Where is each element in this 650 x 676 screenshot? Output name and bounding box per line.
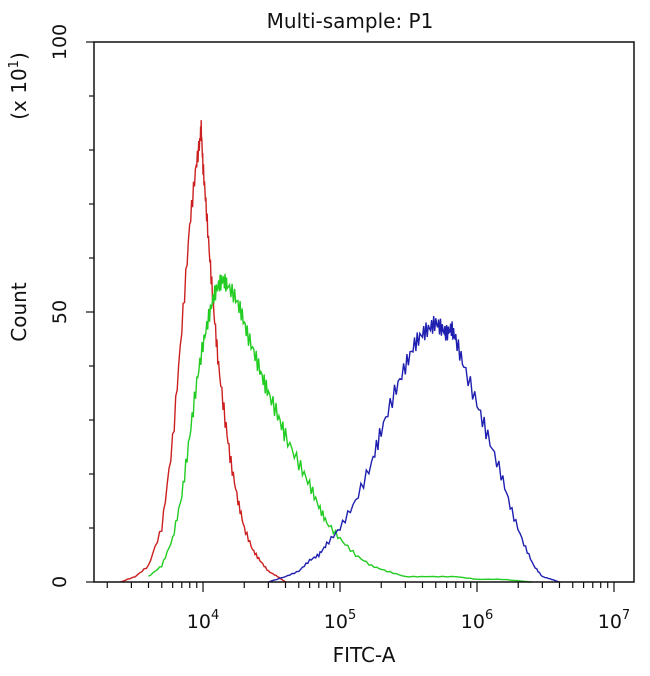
y-axis: 0 50 100 <box>49 24 94 588</box>
x-tick-base: 10 <box>187 611 211 633</box>
y-tick-label: 0 <box>49 576 71 588</box>
x-tick-base: 10 <box>598 611 622 633</box>
y-axis-multiplier: (x 101) <box>7 52 31 120</box>
x-tick-label: 107 <box>598 608 630 633</box>
series-line-1 <box>120 120 286 583</box>
plot-frame <box>93 41 635 583</box>
y-axis-multiplier-exponent: 1 <box>7 60 22 68</box>
x-tick-base: 10 <box>324 611 348 633</box>
y-axis-label-group: Count (x 101) <box>7 52 31 341</box>
x-tick-label: 106 <box>461 608 493 633</box>
x-tick-label: 104 <box>187 608 219 633</box>
series-line-2 <box>148 273 532 583</box>
chart-title: Multi-sample: P1 <box>267 9 434 33</box>
x-axis: 104 105 106 107 <box>106 582 630 633</box>
series-line-3 <box>268 315 560 583</box>
y-tick-label: 100 <box>49 24 71 60</box>
y-axis-multiplier-suffix: ) <box>7 52 31 60</box>
x-tick-base: 10 <box>461 611 485 633</box>
y-axis-multiplier-prefix: (x 10 <box>7 68 31 119</box>
x-tick-exponent: 4 <box>211 608 219 623</box>
x-tick-label: 105 <box>324 608 356 633</box>
x-tick-exponent: 6 <box>485 608 493 623</box>
x-tick-exponent: 7 <box>622 608 630 623</box>
x-tick-exponent: 5 <box>348 608 356 623</box>
series-layer <box>120 120 560 583</box>
x-axis-label: FITC-A <box>333 643 396 667</box>
y-axis-label: Count <box>7 282 31 342</box>
y-tick-label: 50 <box>49 300 71 324</box>
